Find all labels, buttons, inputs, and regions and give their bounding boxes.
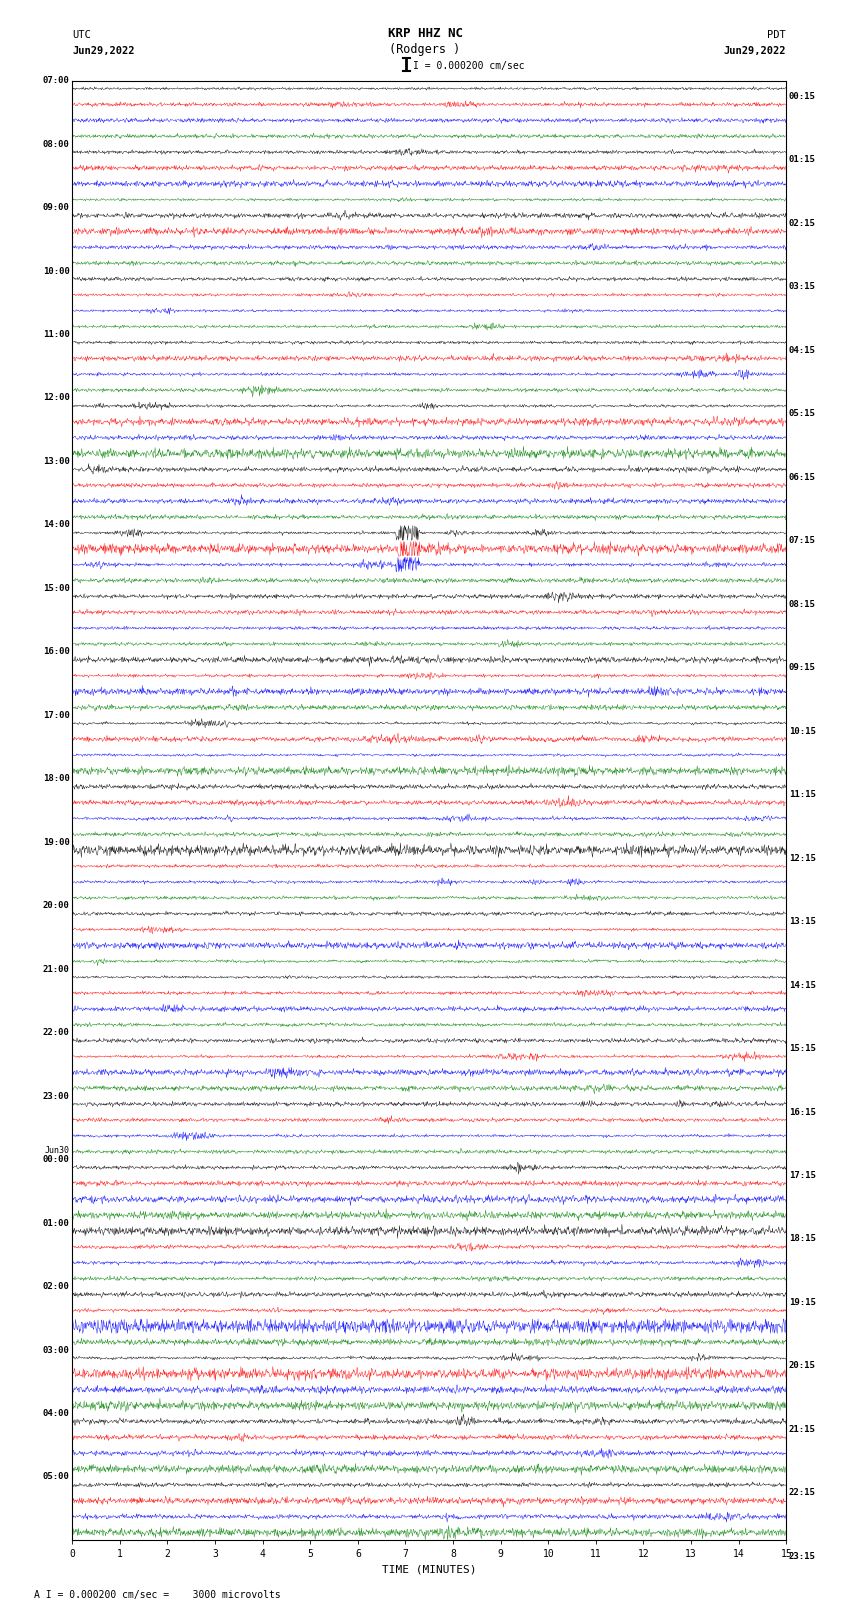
- Text: 21:15: 21:15: [789, 1424, 816, 1434]
- Text: 12:15: 12:15: [789, 853, 816, 863]
- Text: 16:15: 16:15: [789, 1108, 816, 1116]
- Text: KRP HHZ NC: KRP HHZ NC: [388, 27, 462, 40]
- Text: 20:00: 20:00: [42, 902, 70, 910]
- Text: 03:00: 03:00: [42, 1345, 70, 1355]
- Text: 06:15: 06:15: [789, 473, 816, 482]
- Text: 03:15: 03:15: [789, 282, 816, 292]
- Text: PDT: PDT: [768, 31, 786, 40]
- Text: 16:00: 16:00: [42, 647, 70, 656]
- Text: 05:15: 05:15: [789, 410, 816, 418]
- Text: 01:15: 01:15: [789, 155, 816, 165]
- Text: 11:15: 11:15: [789, 790, 816, 798]
- Text: (Rodgers ): (Rodgers ): [389, 44, 461, 56]
- Text: A I = 0.000200 cm/sec =    3000 microvolts: A I = 0.000200 cm/sec = 3000 microvolts: [34, 1590, 280, 1600]
- Text: 04:15: 04:15: [789, 345, 816, 355]
- Text: 07:15: 07:15: [789, 536, 816, 545]
- Text: 08:15: 08:15: [789, 600, 816, 608]
- Text: 02:15: 02:15: [789, 219, 816, 227]
- Text: 13:00: 13:00: [42, 456, 70, 466]
- Text: 18:00: 18:00: [42, 774, 70, 784]
- Text: 15:00: 15:00: [42, 584, 70, 594]
- Text: UTC: UTC: [72, 31, 91, 40]
- Text: 00:00: 00:00: [42, 1155, 70, 1165]
- Text: 10:00: 10:00: [42, 266, 70, 276]
- Text: 05:00: 05:00: [42, 1473, 70, 1481]
- Text: 19:00: 19:00: [42, 837, 70, 847]
- Text: 08:00: 08:00: [42, 140, 70, 148]
- Text: 23:15: 23:15: [789, 1552, 816, 1561]
- Text: 09:00: 09:00: [42, 203, 70, 211]
- Text: 14:00: 14:00: [42, 521, 70, 529]
- Text: 07:00: 07:00: [42, 76, 70, 85]
- Text: 23:00: 23:00: [42, 1092, 70, 1100]
- Text: 00:15: 00:15: [789, 92, 816, 102]
- Text: 22:15: 22:15: [789, 1489, 816, 1497]
- Text: 12:00: 12:00: [42, 394, 70, 403]
- Text: 02:00: 02:00: [42, 1282, 70, 1290]
- Text: Jun29,2022: Jun29,2022: [723, 47, 786, 56]
- Text: 09:15: 09:15: [789, 663, 816, 673]
- Text: Jun30: Jun30: [45, 1145, 70, 1155]
- Text: 14:15: 14:15: [789, 981, 816, 989]
- Text: 17:15: 17:15: [789, 1171, 816, 1181]
- Text: 22:00: 22:00: [42, 1027, 70, 1037]
- Text: 20:15: 20:15: [789, 1361, 816, 1371]
- Text: 04:00: 04:00: [42, 1410, 70, 1418]
- Text: 13:15: 13:15: [789, 918, 816, 926]
- Text: 10:15: 10:15: [789, 727, 816, 736]
- Text: 11:00: 11:00: [42, 331, 70, 339]
- Text: Jun29,2022: Jun29,2022: [72, 47, 135, 56]
- Text: 21:00: 21:00: [42, 965, 70, 974]
- Text: 17:00: 17:00: [42, 711, 70, 719]
- Text: 15:15: 15:15: [789, 1044, 816, 1053]
- Text: I = 0.000200 cm/sec: I = 0.000200 cm/sec: [413, 61, 524, 71]
- X-axis label: TIME (MINUTES): TIME (MINUTES): [382, 1565, 477, 1574]
- Text: 01:00: 01:00: [42, 1218, 70, 1227]
- Text: 19:15: 19:15: [789, 1298, 816, 1307]
- Text: 18:15: 18:15: [789, 1234, 816, 1244]
